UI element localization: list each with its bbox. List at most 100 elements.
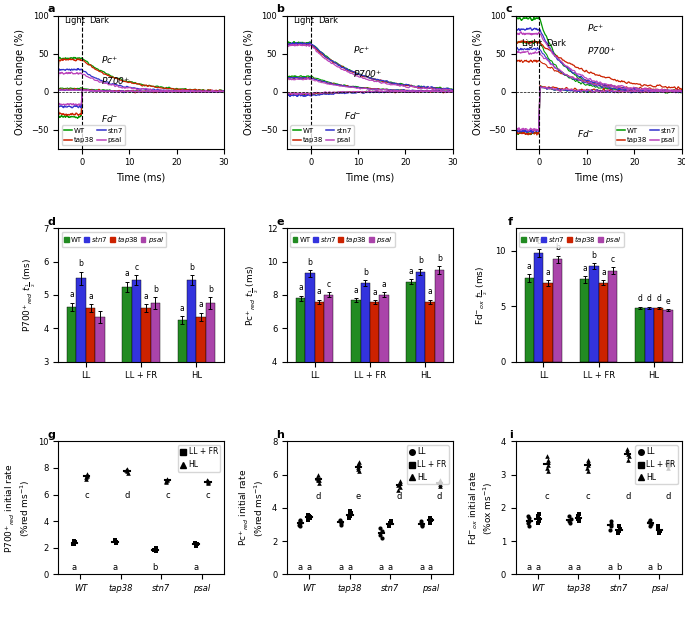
Bar [663, 310, 673, 361]
Point [613, 528, 624, 538]
Text: c: c [134, 263, 138, 272]
Text: a: a [338, 563, 343, 572]
Point [523, 513, 534, 523]
Point [312, 473, 323, 483]
Point [203, 477, 214, 487]
Text: Fd$^{-}$: Fd$^{-}$ [344, 110, 362, 121]
Text: a: a [180, 304, 185, 312]
Bar [654, 308, 663, 361]
Point [425, 513, 436, 523]
Legend: LL, LL + FR, HL: LL, LL + FR, HL [407, 445, 449, 484]
Text: Fd$^{-}$: Fd$^{-}$ [577, 128, 595, 139]
Point [564, 518, 575, 528]
Y-axis label: Fd$^{-}$$_{ox}$ initial rate
(%ox ms$^{-1}$): Fd$^{-}$$_{ox}$ initial rate (%ox ms$^{-… [467, 471, 495, 545]
Point [605, 519, 616, 529]
Point [68, 540, 79, 550]
Text: P700$^{+}$: P700$^{+}$ [587, 45, 616, 57]
Text: a: a [428, 563, 433, 572]
Point [385, 516, 396, 526]
Point [336, 518, 347, 528]
Text: Pc$^{+}$: Pc$^{+}$ [587, 22, 604, 34]
Point [565, 514, 576, 524]
Text: h: h [276, 430, 284, 440]
Text: a: a [353, 286, 358, 294]
Point [662, 460, 673, 470]
Point [190, 541, 201, 551]
Point [110, 535, 121, 545]
Point [425, 518, 436, 528]
Point [312, 469, 323, 479]
Point [425, 515, 436, 525]
Point [162, 474, 173, 484]
Text: Light: Light [64, 16, 85, 25]
Point [305, 512, 316, 522]
Point [653, 528, 664, 538]
Point [294, 520, 305, 530]
Point [80, 474, 91, 484]
Point [110, 536, 121, 546]
Point [189, 538, 200, 548]
Bar [132, 280, 141, 461]
Bar [406, 282, 416, 428]
Text: b: b [208, 285, 213, 294]
Text: a: a [546, 268, 551, 277]
Text: a: a [298, 563, 303, 572]
Y-axis label: Oxidation change (%): Oxidation change (%) [473, 29, 483, 135]
Bar [360, 283, 370, 428]
Point [150, 546, 161, 556]
Point [353, 466, 364, 476]
Text: c: c [545, 492, 549, 501]
Y-axis label: P700$^{+}$$_{red}$ initial rate
(%red ms$^{-1}$): P700$^{+}$$_{red}$ initial rate (%red ms… [3, 463, 32, 553]
Point [344, 510, 355, 520]
Point [605, 525, 616, 535]
Text: e: e [666, 296, 671, 306]
Text: Pc$^{+}$: Pc$^{+}$ [353, 44, 371, 55]
Point [564, 515, 575, 525]
Y-axis label: Oxidation change (%): Oxidation change (%) [245, 29, 254, 135]
Bar [534, 253, 543, 361]
Point [645, 521, 656, 531]
Point [415, 516, 426, 526]
Point [312, 474, 323, 484]
Point [377, 526, 388, 536]
Point [345, 508, 356, 518]
Bar [306, 273, 314, 428]
Text: a: a [582, 264, 587, 273]
Bar [425, 302, 434, 428]
Text: a: a [69, 290, 74, 299]
Point [543, 457, 553, 467]
Point [572, 514, 583, 524]
Y-axis label: P700$^{+}$$_{red}$ $t$$_{\frac{1}{2}}$ (ms): P700$^{+}$$_{red}$ $t$$_{\frac{1}{2}}$ (… [21, 258, 38, 332]
Text: a: a [382, 280, 386, 289]
Point [161, 474, 172, 484]
Bar [77, 278, 86, 461]
Point [203, 478, 214, 488]
Bar [543, 283, 553, 361]
Point [354, 457, 365, 467]
Point [343, 513, 354, 523]
Point [345, 506, 356, 516]
Point [393, 484, 404, 494]
Legend: LL, LL + FR, HL: LL, LL + FR, HL [636, 445, 677, 484]
Point [70, 538, 81, 548]
Text: b: b [153, 285, 158, 294]
Point [312, 476, 323, 486]
Bar [95, 317, 105, 461]
Text: e: e [356, 492, 361, 501]
Point [622, 446, 633, 456]
Point [313, 474, 324, 484]
Point [395, 478, 406, 488]
Point [334, 516, 345, 526]
Text: a: a [527, 262, 532, 271]
Text: P700$^{+}$: P700$^{+}$ [101, 76, 130, 88]
Point [541, 463, 552, 473]
Point [623, 451, 634, 461]
Bar [151, 303, 160, 461]
Text: b: b [418, 256, 423, 265]
Text: a: a [536, 563, 540, 572]
Text: a: a [567, 563, 572, 572]
Point [393, 479, 404, 489]
Bar [86, 308, 95, 461]
Point [583, 457, 594, 467]
Text: a: a [307, 563, 312, 572]
